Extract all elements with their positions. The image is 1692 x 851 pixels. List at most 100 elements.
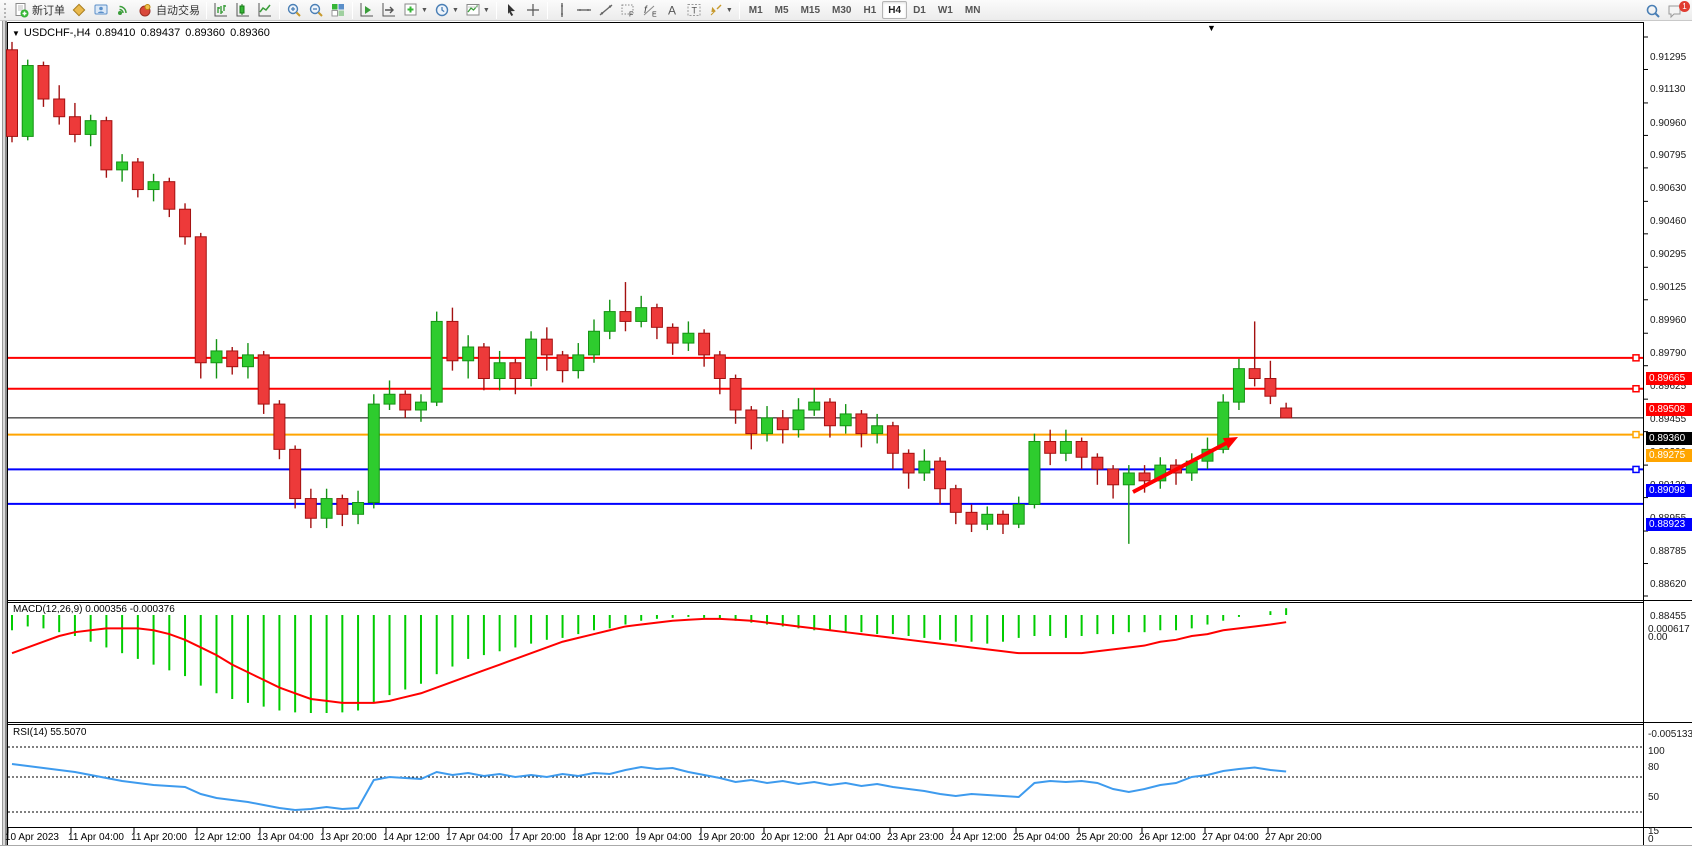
svg-text:f: f xyxy=(644,5,648,16)
indicators-button[interactable]: ▼ xyxy=(400,1,431,20)
price-level-tag-0.89098: 0.89098 xyxy=(1646,483,1692,497)
candlestick-chart-button[interactable] xyxy=(232,1,254,20)
timeframe-button-m30[interactable]: M30 xyxy=(832,4,852,16)
horizontal-line-button[interactable] xyxy=(573,1,595,20)
candle-body xyxy=(37,65,50,100)
bar-chart-button[interactable] xyxy=(210,1,232,20)
zoom-out-button[interactable] xyxy=(305,1,327,20)
price-axis-tick: 0.90460 xyxy=(1650,216,1687,228)
equidistant-channel-button[interactable]: F xyxy=(617,1,639,20)
timeframe-button-d1[interactable]: D1 xyxy=(913,4,926,16)
price-axis-tick: 0.89455 xyxy=(1650,414,1687,426)
vertical-line-button[interactable] xyxy=(551,1,573,20)
price-axis-tick: 0.91295 xyxy=(1650,52,1687,63)
time-axis-label: 27 Apr 20:00 xyxy=(1265,832,1322,843)
search-button[interactable] xyxy=(1642,1,1664,20)
arrows-button[interactable]: ▼ xyxy=(705,1,736,20)
macd-signal-line xyxy=(11,617,1287,704)
chart-profile-button[interactable] xyxy=(68,1,90,20)
timeframe-button-m5[interactable]: M5 xyxy=(774,4,789,16)
zoom-in-button[interactable] xyxy=(283,1,305,20)
price-level-tag-0.88923: 0.88923 xyxy=(1646,518,1692,532)
text-label-button[interactable]: T xyxy=(683,1,705,20)
crosshair-button[interactable] xyxy=(522,1,544,20)
signal-icon xyxy=(115,2,131,18)
annotation-arrow[interactable] xyxy=(1132,439,1231,494)
bar-chart-icon xyxy=(213,2,229,18)
rsi-value: 55.5070 xyxy=(50,727,87,738)
candle-body xyxy=(462,346,475,362)
candle-body xyxy=(823,401,836,427)
chevron-down-icon: ▼ xyxy=(421,6,428,14)
template-icon xyxy=(465,2,481,18)
chart-title-bar[interactable]: ▼ USDCHF-,H4 0.89410 0.89437 0.89360 0.89… xyxy=(12,27,272,39)
candle-body xyxy=(682,332,695,344)
trendline-button[interactable] xyxy=(595,1,617,20)
candle-body xyxy=(981,513,994,525)
time-axis-label: 25 Apr 20:00 xyxy=(1076,832,1133,843)
monitor-icon xyxy=(93,2,109,18)
price-axis-tick: 0.90125 xyxy=(1650,282,1687,294)
timeframe-button-h4[interactable]: H4 xyxy=(882,1,908,19)
market-watch-button[interactable] xyxy=(90,1,112,20)
chevron-down-icon: ▼ xyxy=(482,6,490,14)
candle-body xyxy=(1107,468,1120,486)
macd-axis-min: -0.005133 xyxy=(1648,729,1692,740)
chart-shift-icon xyxy=(381,2,397,18)
chart-shift-marker-icon[interactable]: ▼ xyxy=(1207,23,1216,33)
level-endpoint-marker[interactable] xyxy=(1632,465,1640,474)
candle-body xyxy=(839,413,852,427)
timeframe-button-mn[interactable]: MN xyxy=(964,4,981,16)
arrows-icon xyxy=(708,2,724,18)
time-axis-label: 17 Apr 20:00 xyxy=(509,832,566,843)
level-endpoint-marker[interactable] xyxy=(1632,430,1640,439)
rsi-axis-0: 0 xyxy=(1648,834,1654,845)
templates-button[interactable]: ▼ xyxy=(462,1,493,20)
timeframe-button-h1[interactable]: H1 xyxy=(863,4,877,16)
candlestick-icon xyxy=(235,2,251,18)
timeframe-button-m15[interactable]: M15 xyxy=(800,4,821,16)
line-chart-button[interactable] xyxy=(254,1,276,20)
candle-body xyxy=(257,354,270,405)
svg-text:A: A xyxy=(668,4,676,18)
candle-body xyxy=(949,488,962,513)
level-endpoint-marker[interactable] xyxy=(1632,384,1640,393)
macd-value: 0.000356 xyxy=(85,604,127,615)
periods-button[interactable]: ▼ xyxy=(431,1,462,20)
notifications-button[interactable]: 1 xyxy=(1664,1,1690,20)
candle-body xyxy=(414,401,427,411)
candle-body xyxy=(525,338,538,380)
candle-body xyxy=(792,409,805,431)
tile-windows-button[interactable] xyxy=(327,1,349,20)
toolbar-separator xyxy=(495,1,497,19)
time-axis-label: 19 Apr 20:00 xyxy=(698,832,755,843)
signals-button[interactable] xyxy=(112,1,134,20)
timeframe-button-w1[interactable]: W1 xyxy=(937,4,953,16)
new-order-button[interactable]: 新订单 xyxy=(10,1,68,20)
auto-scroll-button[interactable] xyxy=(356,1,378,20)
time-axis-label: 17 Apr 04:00 xyxy=(446,832,503,843)
annotation-arrow-head[interactable] xyxy=(1222,432,1241,449)
zoom-in-icon xyxy=(286,2,302,18)
notification-badge: 1 xyxy=(1679,1,1690,12)
toolbar-separator xyxy=(738,1,740,19)
candle-body xyxy=(1280,407,1293,419)
autotrade-button[interactable]: 自动交易 xyxy=(134,1,203,20)
timeframe-button-m1[interactable]: M1 xyxy=(748,4,763,16)
chart-shift-button[interactable] xyxy=(378,1,400,20)
toolbar-separator xyxy=(546,1,548,19)
chart-canvas[interactable] xyxy=(0,21,1692,851)
time-axis-label: 23 Apr 23:00 xyxy=(887,832,944,843)
text-button[interactable]: A xyxy=(661,1,683,20)
cursor-button[interactable] xyxy=(500,1,522,20)
rsi-axis-15: 15 xyxy=(1648,826,1660,837)
level-endpoint-marker[interactable] xyxy=(1632,354,1640,362)
time-axis-label: 20 Apr 12:00 xyxy=(761,832,818,843)
candle-body xyxy=(1232,368,1245,403)
price-level-tag-0.89275: 0.89275 xyxy=(1646,449,1692,463)
toolbar-drag-handle[interactable] xyxy=(4,2,8,18)
zoom-out-icon xyxy=(308,2,324,18)
candle-body xyxy=(84,120,97,135)
